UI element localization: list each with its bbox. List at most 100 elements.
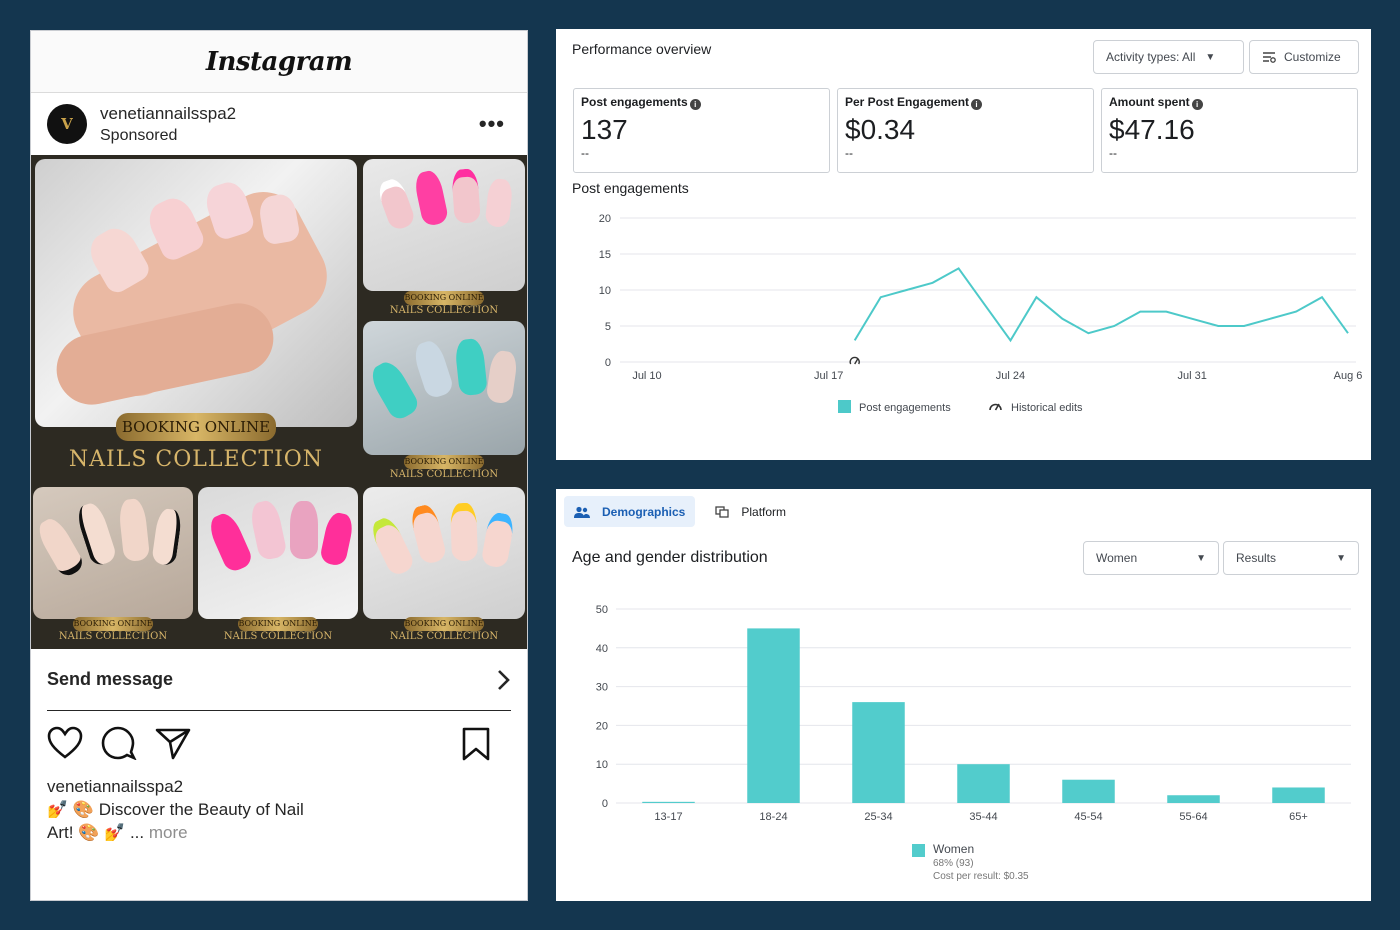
historical-edit-marker-icon xyxy=(849,356,860,365)
x-tick-label: 55-64 xyxy=(1179,811,1207,823)
metric-card-post-engagements[interactable]: Post engagements i 137 -- xyxy=(573,88,830,173)
caption-line-1: 💅 🎨 Discover the Beauty of Nail xyxy=(47,800,304,819)
heart-icon[interactable] xyxy=(47,726,83,760)
x-tick-label: Jul 17 xyxy=(814,370,843,382)
tile-badge: BOOKING ONLINE xyxy=(404,291,484,305)
customize-icon xyxy=(1263,52,1276,63)
more-link[interactable]: more xyxy=(148,823,188,842)
performance-overview-panel: Performance overview Activity types: All… xyxy=(556,29,1371,460)
metric-select[interactable]: Results ▼ xyxy=(1223,541,1359,575)
age-gender-title: Age and gender distribution xyxy=(572,549,768,566)
line-chart-title: Post engagements xyxy=(572,180,689,196)
metric-card-amount-spent[interactable]: Amount spent i $47.16 -- xyxy=(1101,88,1358,173)
metric-value: 137 xyxy=(581,114,628,145)
booking-online-badge: BOOKING ONLINE xyxy=(116,413,276,441)
avatar[interactable]: V xyxy=(47,104,87,144)
post-actions xyxy=(31,711,527,775)
x-tick-label: 25-34 xyxy=(864,811,892,823)
nail-photo-teal xyxy=(363,321,525,455)
tab-label: Demographics xyxy=(602,504,686,519)
legend-cost: Cost per result: $0.35 xyxy=(933,871,1029,882)
account-handle[interactable]: venetiannailsspa2 xyxy=(100,103,237,123)
customize-label: Customize xyxy=(1284,50,1341,64)
instagram-header: Instagram xyxy=(31,31,527,93)
post-engagements-line-chart: 0 5 10 15 20 Jul 10 Jul 17 Jul 24 Jul 31 Aug 6 Pos… xyxy=(599,213,1363,414)
account-row[interactable]: V venetiannailsspa2 Sponsored ••• xyxy=(31,93,527,155)
y-tick-label: 15 xyxy=(599,249,611,261)
ad-image-collage[interactable]: BOOKING ONLINE NAILS COLLECTION BOOKING … xyxy=(31,155,527,649)
y-tick-label: 0 xyxy=(605,357,611,369)
bar-18-24 xyxy=(747,628,800,803)
y-tick-label: 40 xyxy=(596,643,608,655)
y-tick-label: 10 xyxy=(599,285,611,297)
tile-caption: NAILS COLLECTION xyxy=(58,631,168,642)
sponsored-label: Sponsored xyxy=(100,126,178,144)
x-tick-label: 35-44 xyxy=(969,811,997,823)
y-tick-label: 10 xyxy=(596,759,608,771)
caret-down-icon: ▼ xyxy=(1336,552,1346,564)
tile-caption: NAILS COLLECTION xyxy=(223,631,333,642)
y-tick-label: 5 xyxy=(605,321,611,333)
metric-comparison: -- xyxy=(1109,146,1117,160)
nail-photo-rainbow xyxy=(363,487,525,619)
performance-title: Performance overview xyxy=(572,41,712,57)
tile-badge: BOOKING ONLINE xyxy=(404,455,484,469)
x-tick-label: 13-17 xyxy=(654,811,682,823)
bar-65+ xyxy=(1272,787,1325,803)
people-icon xyxy=(574,506,590,518)
nails-collection-caption: NAILS COLLECTION xyxy=(68,447,324,472)
x-tick-label: 18-24 xyxy=(759,811,787,823)
send-message-label: Send message xyxy=(47,669,174,689)
legend-swatch xyxy=(838,400,851,413)
gender-select-value: Women xyxy=(1096,551,1138,565)
metric-label: Amount spent xyxy=(1109,95,1190,109)
legend-swatch xyxy=(912,844,925,857)
info-icon[interactable]: i xyxy=(971,99,983,110)
gender-select[interactable]: Women ▼ xyxy=(1083,541,1219,575)
info-icon[interactable]: i xyxy=(1191,99,1203,110)
share-icon[interactable] xyxy=(155,726,191,760)
y-tick-label: 20 xyxy=(596,720,608,732)
customize-button[interactable]: Customize xyxy=(1249,40,1359,74)
bar-55-64 xyxy=(1167,795,1220,803)
caption-line-2: Art! 🎨 💅 ... xyxy=(47,823,145,842)
metric-value: $47.16 xyxy=(1109,114,1195,145)
y-tick-label: 30 xyxy=(596,682,608,694)
info-icon[interactable]: i xyxy=(689,99,701,110)
tile-caption: NAILS COLLECTION xyxy=(389,305,499,316)
tile-badge: BOOKING ONLINE xyxy=(404,617,484,631)
x-tick-label: 65+ xyxy=(1289,811,1308,823)
tab-demographics[interactable]: Demographics xyxy=(564,496,696,527)
legend-label-post-engagements: Post engagements xyxy=(859,402,951,414)
main-nail-photo xyxy=(35,159,357,427)
activity-types-dropdown[interactable]: Activity types: All ▼ xyxy=(1093,40,1244,74)
series-line-post-engagements xyxy=(853,267,1349,343)
more-options-icon[interactable]: ••• xyxy=(478,111,505,136)
bar-35-44 xyxy=(957,764,1010,803)
bookmark-icon[interactable] xyxy=(461,727,491,761)
metric-label: Post engagements xyxy=(581,95,688,109)
tile-badge: BOOKING ONLINE xyxy=(238,617,318,631)
tab-platform[interactable]: Platform xyxy=(705,496,796,527)
tile-caption: NAILS COLLECTION xyxy=(389,631,499,642)
bar-13-17 xyxy=(642,801,695,803)
send-message-button[interactable]: Send message xyxy=(47,649,511,711)
nail-photo-magenta xyxy=(198,487,358,619)
legend-share: 68% (93) xyxy=(933,858,974,869)
activity-types-label: Activity types: All xyxy=(1106,50,1196,64)
nail-photo-black-tips xyxy=(33,487,193,619)
instagram-logo: Instagram xyxy=(205,46,353,77)
demographics-panel: Demographics Platform Age and gender dis… xyxy=(556,489,1371,901)
caption-handle[interactable]: venetiannailsspa2 xyxy=(47,777,184,796)
demographics-tabs: Demographics Platform xyxy=(564,496,806,527)
platform-icon xyxy=(715,505,730,518)
instagram-ad-card: Instagram V venetiannailsspa2 Sponsored … xyxy=(30,30,528,901)
x-tick-label: Aug 6 xyxy=(1334,370,1363,382)
comment-icon[interactable] xyxy=(101,726,137,760)
caret-down-icon: ▼ xyxy=(1205,51,1216,63)
caret-down-icon: ▼ xyxy=(1196,552,1206,564)
metric-label: Per Post Engagement xyxy=(845,95,970,109)
x-tick-label: Jul 24 xyxy=(996,370,1025,382)
y-tick-label: 20 xyxy=(599,213,611,225)
metric-card-per-post-engagement[interactable]: Per Post Engagement i $0.34 -- xyxy=(837,88,1094,173)
